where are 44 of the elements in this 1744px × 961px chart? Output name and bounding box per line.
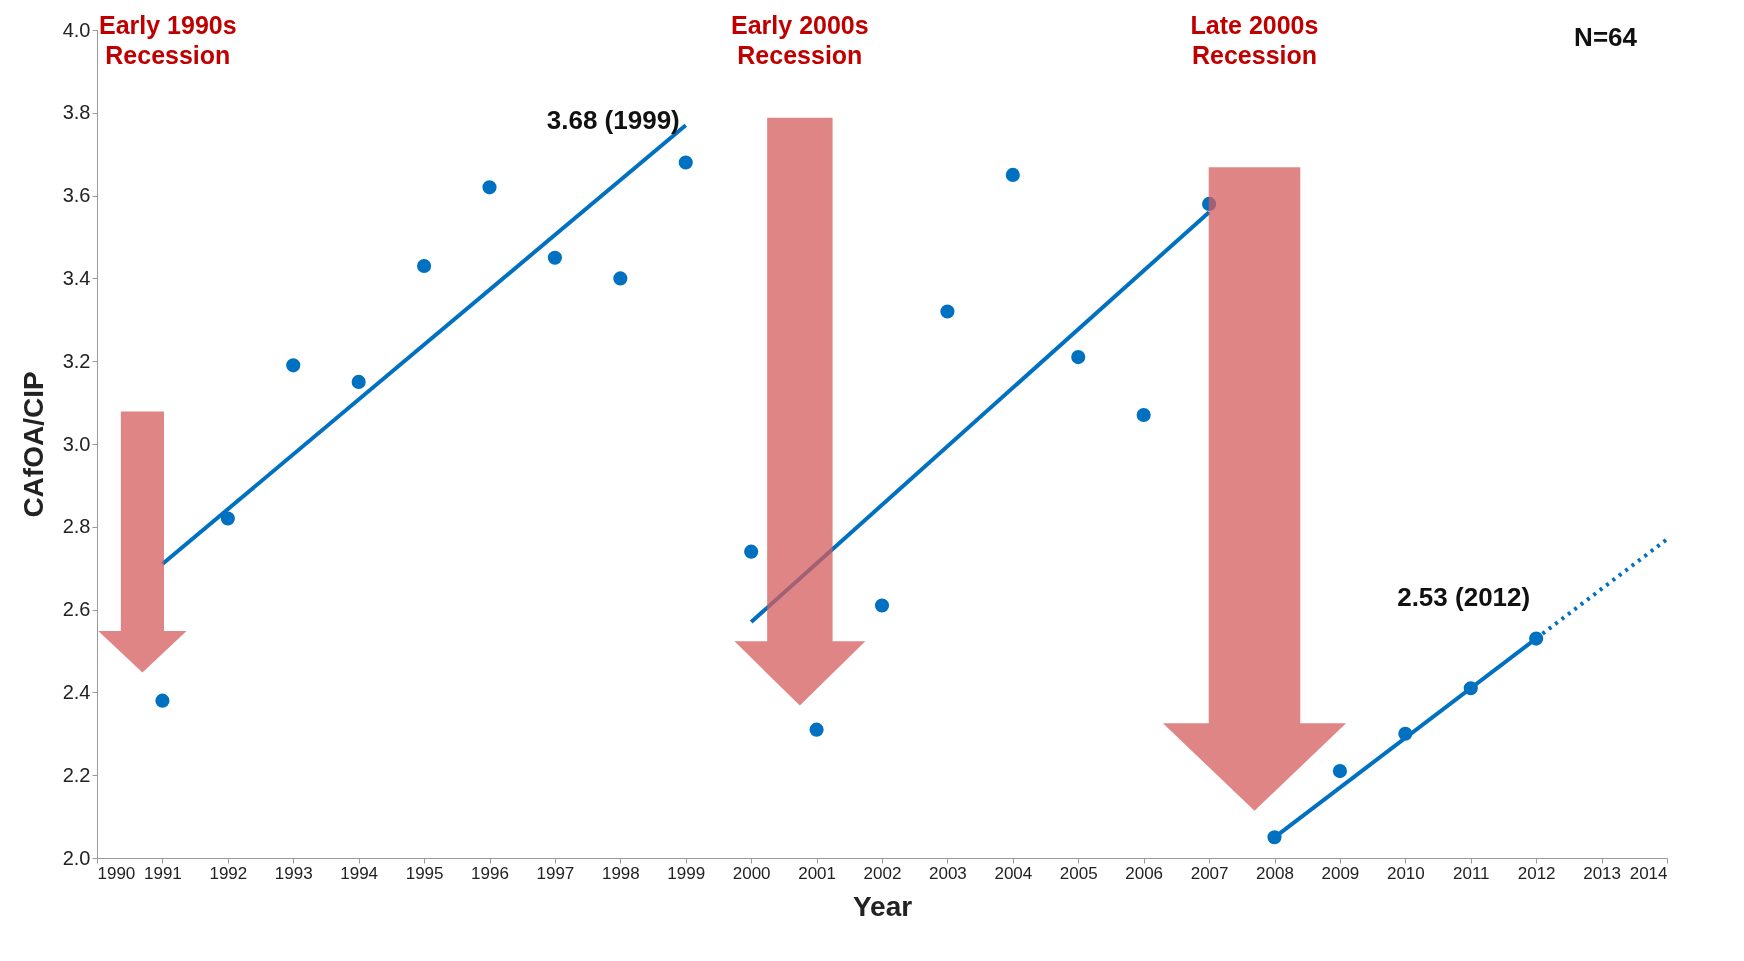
x-tick-label: 2006 (1125, 863, 1164, 883)
annotation: Early 2000s Recession (731, 11, 869, 69)
x-tick-label: 2011 (1452, 863, 1490, 883)
x-axis-title: Year (852, 890, 913, 922)
y-tick-label: 2.2 (62, 763, 91, 786)
x-tick-label: 2002 (863, 863, 902, 883)
annotation: N=64 (1574, 22, 1638, 52)
y-tick-label: 3.4 (62, 266, 91, 289)
x-tick-label: 2013 (1583, 863, 1621, 883)
y-tick-label: 2.0 (62, 846, 91, 869)
x-tick-label: 2012 (1517, 863, 1556, 883)
x-tick-label: 1999 (667, 863, 706, 883)
annotation: 2.53 (2012) (1397, 581, 1531, 612)
x-tick-label: 1992 (209, 863, 248, 883)
y-tick-label: 3.8 (62, 101, 91, 124)
x-tick-label: 1997 (536, 863, 575, 883)
x-tick-label: 2009 (1321, 863, 1360, 883)
x-tick-label: 1991 (144, 863, 182, 883)
x-tick-label: 1994 (340, 863, 379, 883)
x-tick-label: 2005 (1059, 863, 1098, 883)
x-tick-label: 2007 (1190, 863, 1229, 883)
y-tick-label: 2.8 (62, 515, 91, 538)
y-tick-label: 3.0 (62, 432, 91, 455)
y-tick-label: 2.4 (62, 680, 91, 703)
x-tick-label: 2003 (929, 863, 967, 883)
y-tick-label: 3.6 (62, 184, 91, 207)
x-tick-label: 2004 (994, 863, 1033, 883)
x-tick-label: 1995 (405, 863, 444, 883)
x-tick-label: 1993 (274, 863, 313, 883)
y-tick-label: 4.0 (62, 18, 91, 41)
y-tick-label: 3.2 (62, 349, 91, 372)
annotation: Early 1990s Recession (99, 11, 237, 69)
x-tick-label: 2014 (1629, 863, 1668, 883)
annotation: Late 2000s Recession (1190, 11, 1319, 69)
x-tick-label: 2010 (1386, 863, 1425, 883)
x-tick-label: 2001 (798, 863, 836, 883)
annotation: 3.68 (1999) (546, 105, 680, 136)
y-axis-title: CAfOA/CIP (17, 371, 49, 518)
x-tick-label: 2000 (732, 863, 771, 883)
y-tick-label: 2.6 (62, 598, 91, 621)
x-tick-label: 2008 (1256, 863, 1294, 883)
x-tick-label: 1996 (471, 863, 509, 883)
x-tick-label: 1990 (97, 863, 136, 883)
x-tick-label: 1998 (601, 863, 640, 883)
